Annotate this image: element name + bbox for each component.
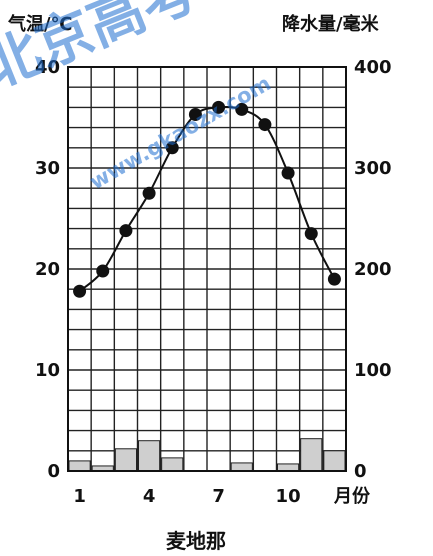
- temperature-point-month-1: [73, 284, 87, 298]
- temperature-point-month-9: [258, 118, 272, 132]
- precipitation-bar-month-5: [161, 457, 184, 472]
- right-axis-title: 降水量/毫米: [282, 13, 380, 35]
- temperature-point-month-4: [142, 186, 156, 200]
- right-tick-label: 100: [354, 360, 392, 381]
- right-axis-ticks: 0 100 200 300 400: [354, 57, 392, 482]
- x-tick-label: 10: [276, 486, 301, 507]
- precipitation-bar-month-8: [230, 462, 253, 472]
- temperature-series: [73, 100, 341, 298]
- temperature-point-month-11: [304, 227, 318, 241]
- x-tick-label: 1: [73, 486, 86, 507]
- temperature-point-month-3: [119, 224, 133, 238]
- x-axis-ticks: 1 4 7 10: [73, 486, 300, 507]
- plot-frame: [67, 66, 347, 472]
- precipitation-bar-month-1: [68, 460, 91, 472]
- left-tick-label: 0: [47, 461, 60, 482]
- temperature-point-month-10: [281, 166, 295, 180]
- x-tick-label: 7: [212, 486, 225, 507]
- precipitation-bar-month-4: [138, 440, 161, 472]
- precipitation-bar-month-10: [277, 463, 300, 472]
- precipitation-bar-month-12: [323, 450, 346, 472]
- temperature-point-month-8: [235, 102, 249, 116]
- chart-caption: 麦地那: [166, 529, 226, 553]
- chart-grid: [68, 67, 346, 471]
- temperature-point-month-12: [327, 272, 341, 286]
- temperature-point-month-5: [165, 141, 179, 155]
- precipitation-bar-month-11: [300, 438, 323, 472]
- right-tick-label: 0: [354, 461, 367, 482]
- temperature-point-month-6: [188, 107, 202, 121]
- temperature-point-month-7: [212, 100, 226, 114]
- right-tick-label: 200: [354, 259, 392, 280]
- x-axis-unit-label: 月份: [333, 485, 371, 507]
- left-tick-label: 40: [35, 57, 60, 78]
- precipitation-bar-month-3: [114, 448, 138, 472]
- temperature-point-month-2: [96, 264, 110, 278]
- left-tick-label: 10: [35, 360, 60, 381]
- left-axis-ticks: 0 10 20 30 40: [35, 57, 60, 482]
- left-axis-title: 气温/℃: [7, 13, 72, 35]
- right-tick-label: 300: [354, 158, 392, 179]
- x-tick-label: 4: [143, 486, 156, 507]
- left-tick-label: 20: [35, 259, 60, 280]
- right-tick-label: 400: [354, 57, 392, 78]
- left-tick-label: 30: [35, 158, 60, 179]
